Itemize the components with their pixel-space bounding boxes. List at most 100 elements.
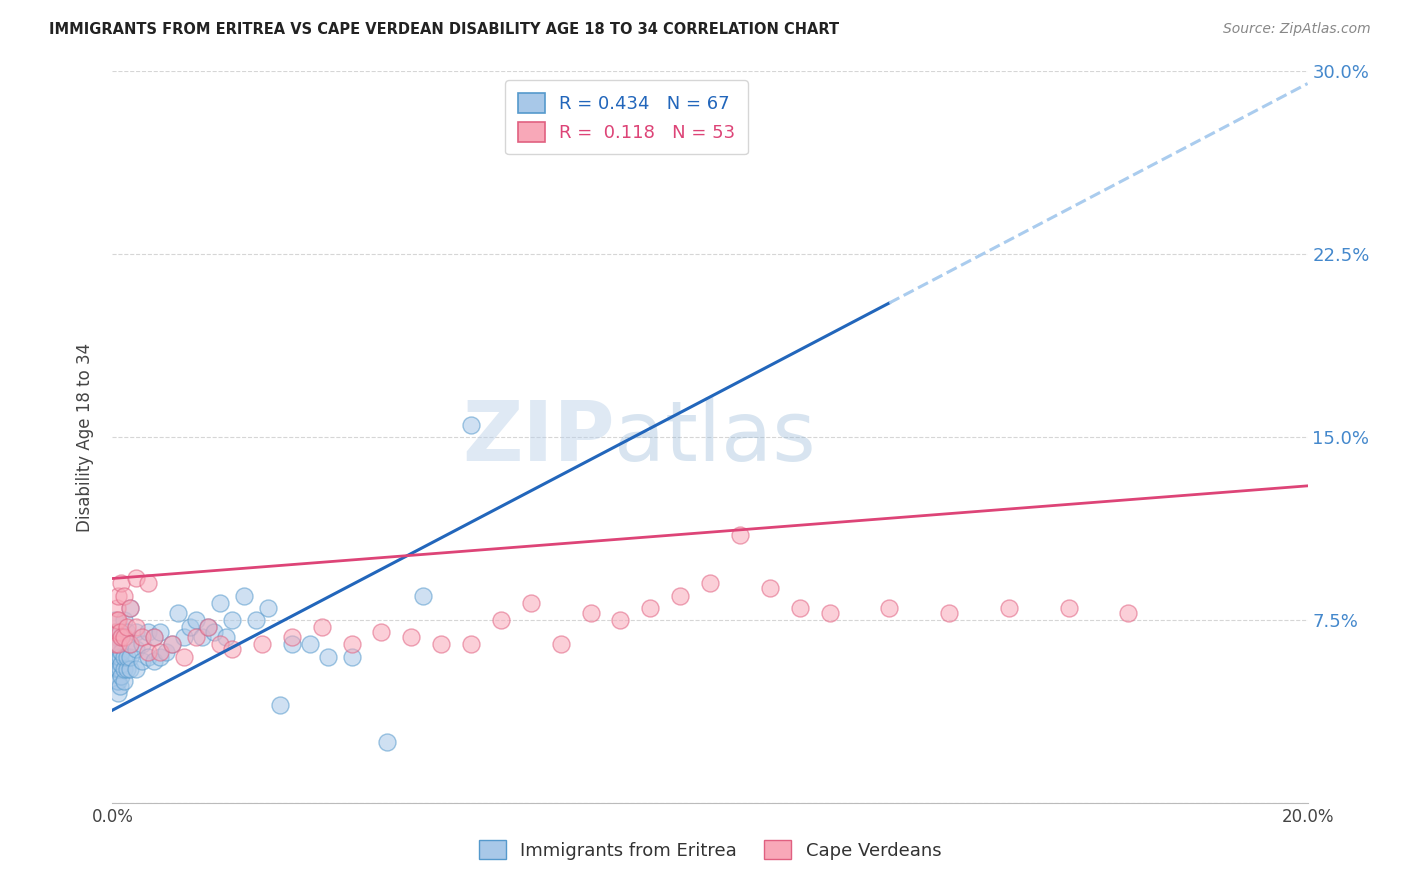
Point — [269, 698, 291, 713]
Point — [105, 654, 128, 668]
Point — [155, 645, 177, 659]
Point — [233, 589, 256, 603]
Point — [114, 662, 135, 676]
Point — [104, 649, 127, 664]
Point — [191, 630, 214, 644]
Point — [149, 625, 172, 640]
Point — [110, 630, 132, 644]
Point — [105, 642, 128, 657]
Point — [114, 589, 135, 603]
Point — [120, 637, 142, 651]
Text: atlas: atlas — [614, 397, 815, 477]
Point — [120, 649, 142, 664]
Point — [117, 625, 139, 640]
Text: Source: ZipAtlas.com: Source: ZipAtlas.com — [1223, 22, 1371, 37]
Point — [257, 600, 280, 615]
Point — [401, 630, 423, 644]
Point — [173, 630, 195, 644]
Point — [107, 686, 129, 700]
Point — [316, 649, 339, 664]
Point — [110, 645, 132, 659]
Point — [125, 620, 148, 634]
Point — [221, 642, 243, 657]
Point — [120, 637, 142, 651]
Point — [110, 576, 132, 591]
Point — [110, 669, 132, 683]
Y-axis label: Disability Age 18 to 34: Disability Age 18 to 34 — [76, 343, 94, 532]
Point — [149, 649, 172, 664]
Point — [412, 589, 434, 603]
Point — [281, 630, 304, 644]
Point — [104, 625, 127, 640]
Point — [125, 572, 148, 586]
Point — [114, 649, 135, 664]
Point — [197, 620, 219, 634]
Point — [138, 645, 160, 659]
Point — [162, 637, 183, 651]
Point — [107, 662, 129, 676]
Point — [143, 630, 166, 644]
Point — [108, 662, 131, 676]
Point — [107, 649, 129, 664]
Point — [131, 654, 153, 668]
Point — [138, 576, 160, 591]
Point — [107, 589, 129, 603]
Point — [108, 649, 131, 664]
Point — [1118, 606, 1140, 620]
Point — [108, 679, 131, 693]
Point — [298, 637, 321, 651]
Point — [759, 581, 782, 595]
Point — [460, 637, 482, 651]
Point — [104, 637, 127, 651]
Point — [245, 613, 267, 627]
Point — [120, 600, 142, 615]
Point — [281, 637, 304, 651]
Point — [938, 606, 960, 620]
Point — [105, 600, 128, 615]
Point — [114, 613, 135, 627]
Point — [104, 613, 127, 627]
Point — [550, 637, 572, 651]
Point — [114, 673, 135, 688]
Point — [202, 625, 225, 640]
Point — [108, 625, 131, 640]
Point — [107, 637, 129, 651]
Point — [520, 596, 543, 610]
Point — [125, 625, 148, 640]
Point — [340, 637, 363, 651]
Point — [173, 649, 195, 664]
Point — [728, 527, 751, 541]
Point — [1057, 600, 1080, 615]
Point — [311, 620, 333, 634]
Point — [107, 613, 129, 627]
Point — [186, 613, 208, 627]
Point — [120, 600, 142, 615]
Point — [149, 645, 172, 659]
Point — [125, 662, 148, 676]
Point — [107, 625, 129, 640]
Point — [104, 625, 127, 640]
Point — [105, 673, 128, 688]
Point — [879, 600, 901, 615]
Point — [789, 600, 811, 615]
Point — [197, 620, 219, 634]
Point — [250, 637, 273, 651]
Point — [489, 613, 512, 627]
Point — [579, 606, 602, 620]
Point — [105, 613, 128, 627]
Point — [143, 654, 166, 668]
Point — [104, 637, 127, 651]
Point — [117, 649, 139, 664]
Point — [340, 649, 363, 664]
Point — [998, 600, 1021, 615]
Point — [609, 613, 631, 627]
Point — [215, 630, 238, 644]
Point — [131, 630, 153, 644]
Point — [209, 637, 232, 651]
Point — [430, 637, 453, 651]
Text: ZIP: ZIP — [463, 397, 614, 477]
Point — [105, 630, 128, 644]
Point — [125, 642, 148, 657]
Point — [120, 662, 142, 676]
Point — [669, 589, 692, 603]
